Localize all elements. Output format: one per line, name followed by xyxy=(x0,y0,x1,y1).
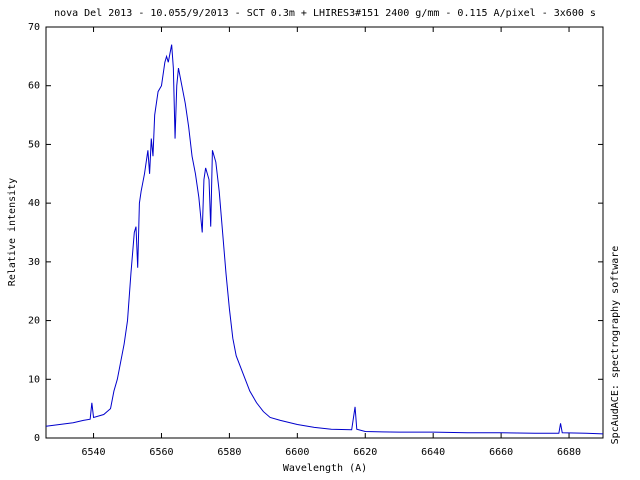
x-tick-label: 6620 xyxy=(353,447,377,458)
plot-frame xyxy=(45,26,604,439)
y-tick-label: 0 xyxy=(34,433,40,444)
y-tick-label: 70 xyxy=(28,22,40,33)
y-tick-label: 20 xyxy=(28,316,40,327)
x-tick-label: 6600 xyxy=(285,447,309,458)
x-tick-label: 6580 xyxy=(217,447,241,458)
y-tick-label: 30 xyxy=(28,257,40,268)
y-axis-label: Relative intensity xyxy=(7,178,18,286)
x-tick-label: 6660 xyxy=(489,447,513,458)
x-axis-label: Wavelength (A) xyxy=(283,463,367,474)
x-tick-label: 6540 xyxy=(82,447,106,458)
y-tick-label: 50 xyxy=(28,139,40,150)
chart-title: nova Del 2013 - 10.055/9/2013 - SCT 0.3m… xyxy=(54,8,596,19)
side-label: SpcAudACE: spectrography software xyxy=(610,246,621,445)
y-tick-label: 60 xyxy=(28,81,40,92)
x-tick-label: 6640 xyxy=(421,447,445,458)
x-tick-label: 6560 xyxy=(149,447,173,458)
x-tick-label: 6680 xyxy=(557,447,581,458)
y-tick-label: 40 xyxy=(28,198,40,209)
y-tick-label: 10 xyxy=(28,374,40,385)
spectrum-line xyxy=(45,44,604,435)
